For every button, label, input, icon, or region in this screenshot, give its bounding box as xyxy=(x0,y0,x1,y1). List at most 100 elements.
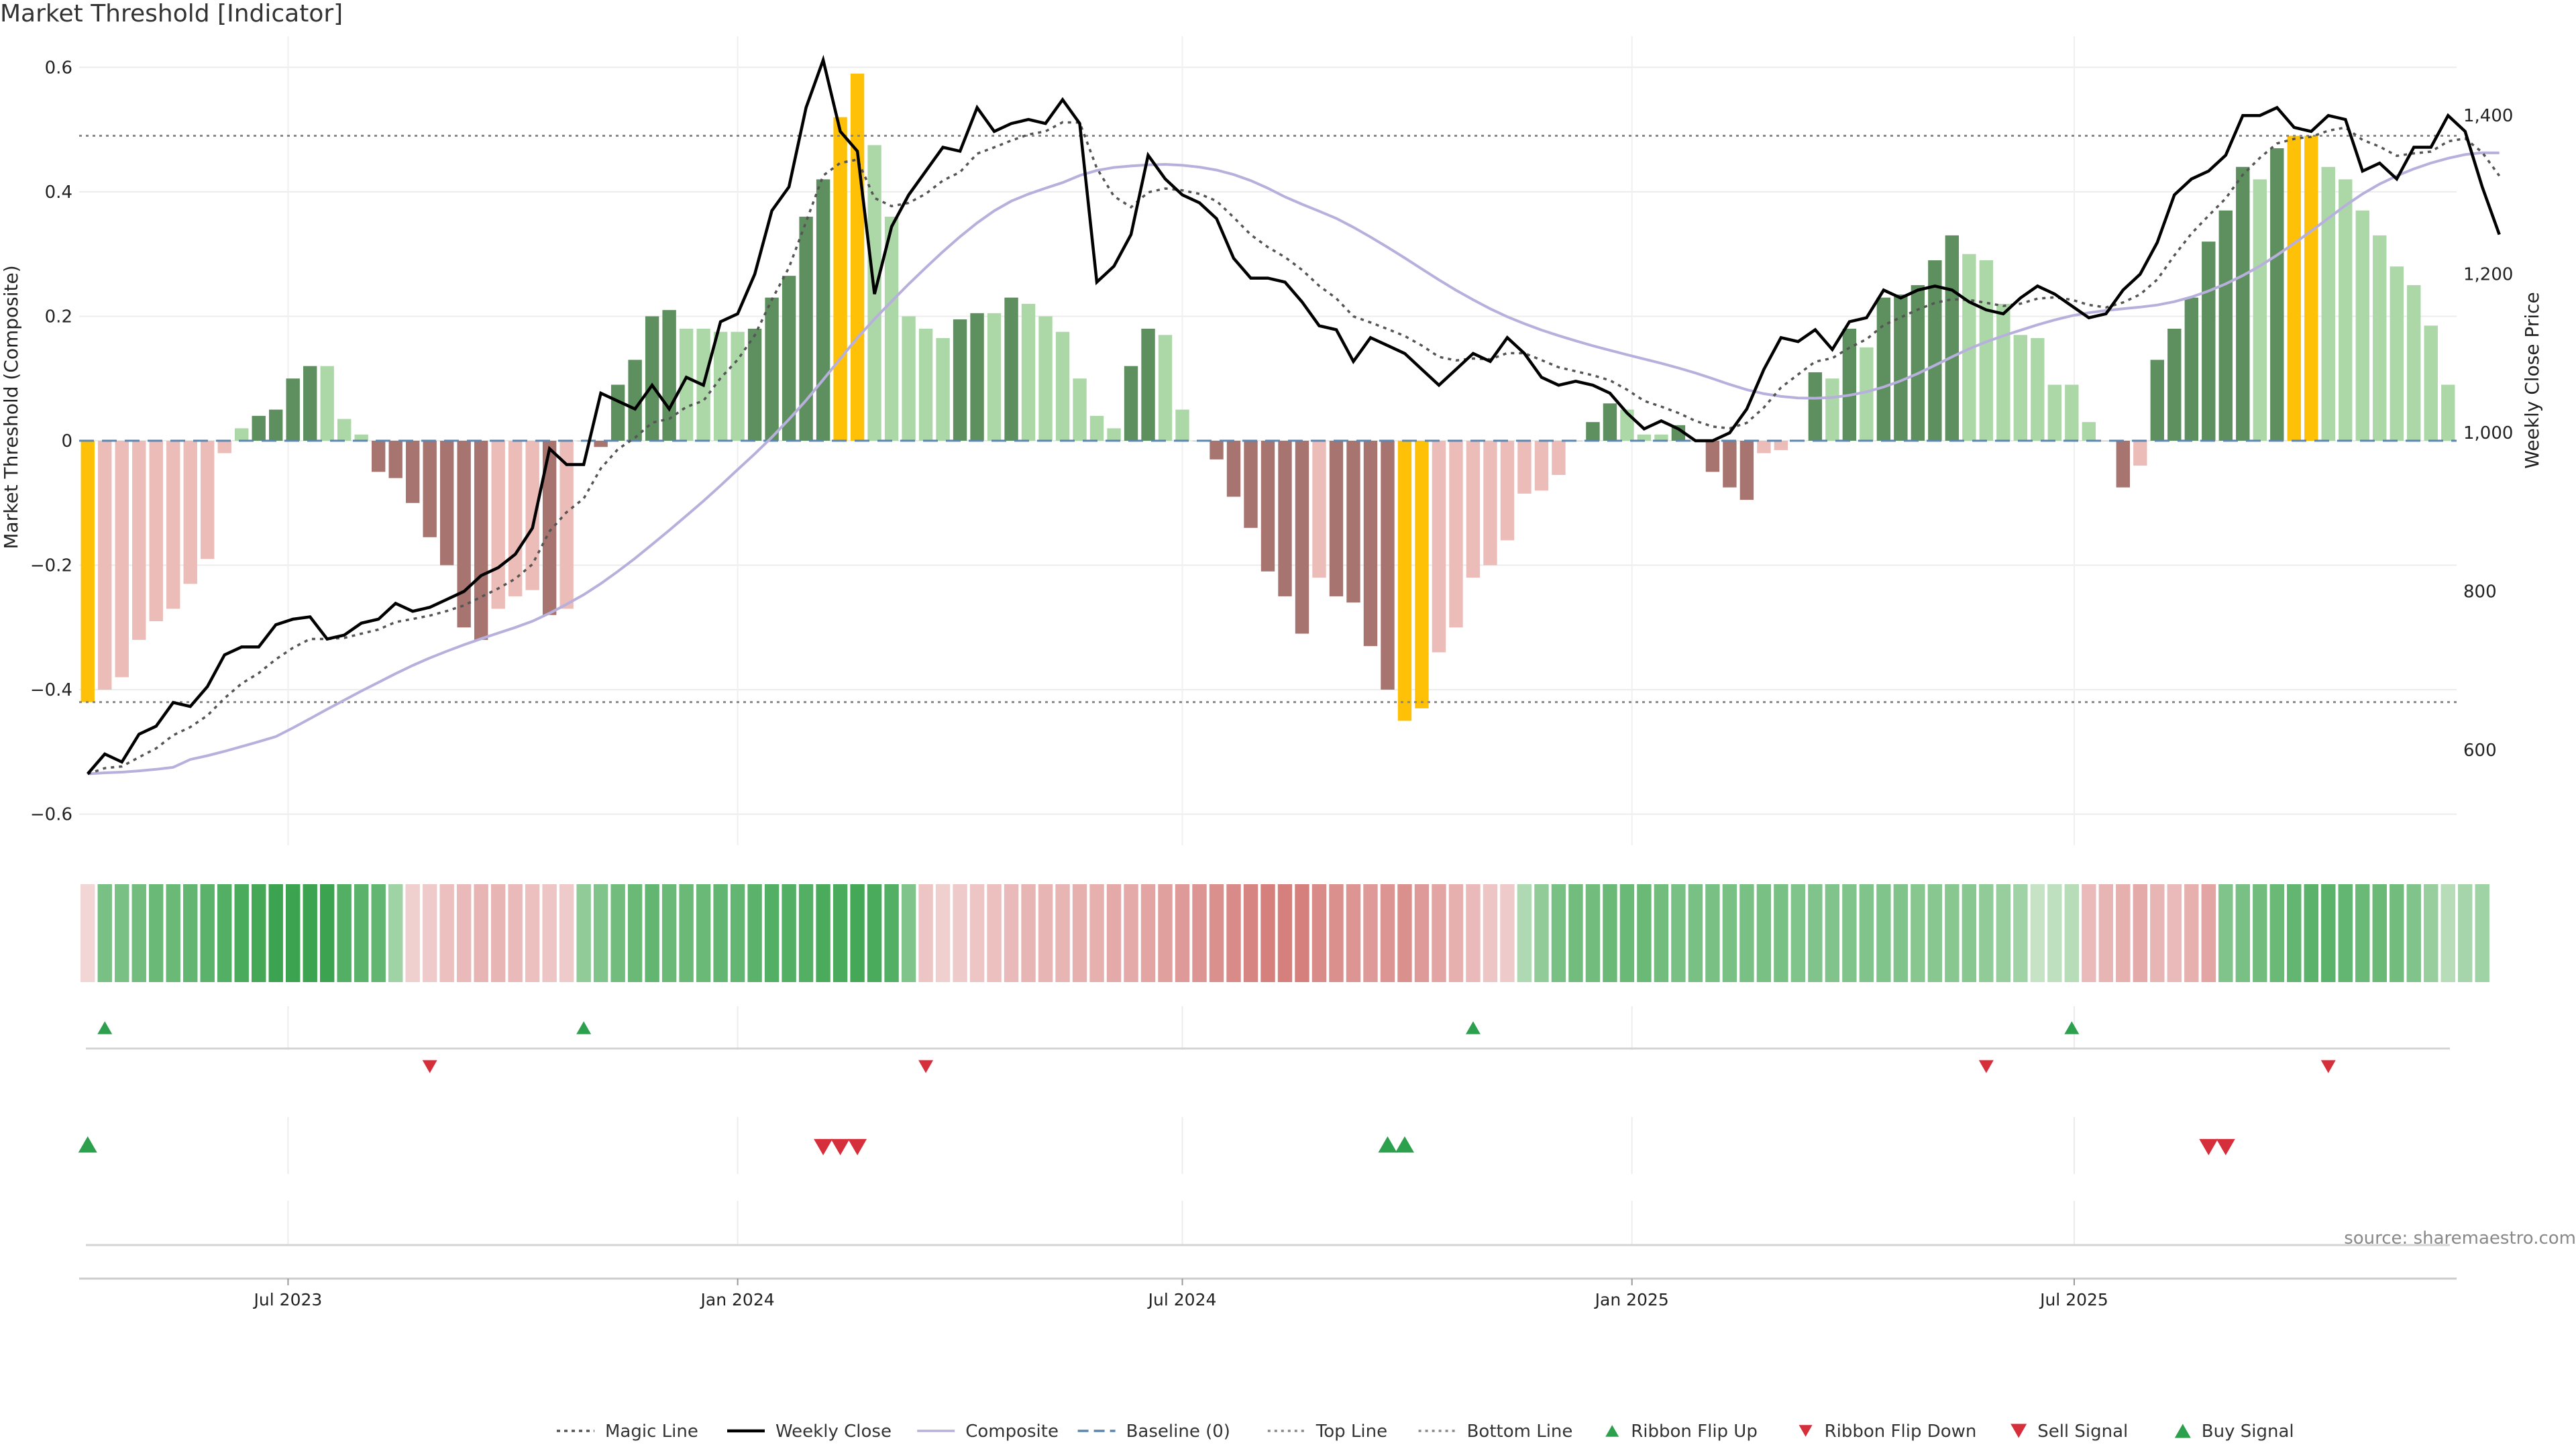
ribbon-cell xyxy=(2133,884,2148,982)
legend-item-ribbon-flip-up: Ribbon Flip Up xyxy=(1605,1421,1758,1442)
ribbon-cell xyxy=(1175,884,1190,982)
ribbon-cell xyxy=(1089,884,1104,982)
ribbon-cell xyxy=(1329,884,1344,982)
ribbon-cell xyxy=(166,884,180,982)
ribbon-cell xyxy=(1500,884,1515,982)
x-tick-label: Jul 2025 xyxy=(2039,1290,2108,1309)
ribbon-flip-up-marker xyxy=(576,1021,592,1034)
legend-label: Magic Line xyxy=(605,1421,698,1442)
legend-item-bottom-line: Bottom Line xyxy=(1418,1421,1572,1442)
x-tick-label: Jul 2023 xyxy=(253,1290,323,1309)
legend-label: Baseline (0) xyxy=(1126,1421,1230,1442)
composite-bar xyxy=(1295,441,1309,634)
legend-swatch-marker xyxy=(2010,1424,2027,1438)
ribbon-cell xyxy=(2304,884,2318,982)
composite-bar xyxy=(115,441,129,678)
composite-bar xyxy=(371,441,386,472)
composite-bar xyxy=(1381,441,1395,690)
composite-bar xyxy=(217,441,231,453)
composite-bar xyxy=(2202,241,2216,441)
composite-bar xyxy=(98,441,112,690)
composite-bar xyxy=(2321,166,2335,441)
ribbon-cell xyxy=(2372,884,2387,982)
composite-bar xyxy=(2031,337,2045,441)
ribbon-cell xyxy=(901,884,916,982)
composite-bar xyxy=(1739,441,1754,500)
ribbon-cell xyxy=(2098,884,2114,982)
x-tick-label: Jul 2024 xyxy=(1147,1290,1217,1309)
ribbon-cell xyxy=(1192,884,1207,982)
ribbon-cell xyxy=(679,884,694,982)
composite-bar xyxy=(662,310,676,441)
composite-bar xyxy=(1534,441,1549,491)
ribbon-cell xyxy=(1346,884,1361,982)
composite-bar xyxy=(2287,136,2301,441)
legend-label: Weekly Close xyxy=(775,1421,892,1442)
composite-bar xyxy=(1089,415,1104,441)
composite-bar xyxy=(1517,441,1532,494)
composite-bar xyxy=(1928,260,1942,441)
ribbon-cell xyxy=(2116,884,2131,982)
composite-bar xyxy=(1175,409,1189,441)
composite-bar xyxy=(918,329,933,441)
ribbon-cell xyxy=(730,884,745,982)
ribbon-cell xyxy=(303,884,317,982)
ribbon-cell xyxy=(627,884,643,982)
composite-bar xyxy=(1723,441,1737,488)
legend-swatch-marker xyxy=(1605,1425,1619,1437)
legend-item-weekly-close: Weekly Close xyxy=(727,1421,892,1442)
ribbon-cell xyxy=(80,884,95,982)
composite-bar xyxy=(2407,285,2421,441)
ribbon-cell xyxy=(1979,884,1994,982)
ribbon-cell xyxy=(1808,884,1823,982)
ribbon-cell xyxy=(918,884,933,982)
composite-bar xyxy=(269,409,283,441)
composite-bar xyxy=(303,366,317,441)
composite-bar xyxy=(149,441,163,622)
ribbon-cell xyxy=(337,884,352,982)
ribbon-cell xyxy=(2390,884,2404,982)
ribbon-cell xyxy=(1106,884,1122,982)
composite-bar xyxy=(1654,434,1668,441)
composite-bar xyxy=(1860,347,1874,441)
legend-swatch-marker xyxy=(2174,1424,2191,1438)
x-tick-label: Jan 2024 xyxy=(700,1290,775,1309)
ribbon-cell xyxy=(1756,884,1772,982)
ribbon-cell xyxy=(747,884,762,982)
composite-bar xyxy=(799,217,813,441)
sell-signal-marker xyxy=(830,1138,850,1156)
composite-bar xyxy=(2270,148,2284,441)
ribbon-cell xyxy=(2424,884,2438,982)
composite-bar xyxy=(388,441,402,478)
legend-label: Buy Signal xyxy=(2202,1421,2294,1442)
ribbon-cell xyxy=(1038,884,1053,982)
ribbon-cell xyxy=(1603,884,1617,982)
ribbon-cell xyxy=(1414,884,1430,982)
ribbon-cell xyxy=(490,884,506,982)
ribbon-cell xyxy=(1671,884,1686,982)
composite-bar xyxy=(286,378,300,441)
composite-bar xyxy=(1911,285,1925,441)
ribbon-cell xyxy=(474,884,488,982)
composite-bar xyxy=(1021,303,1036,441)
composite-bar xyxy=(2013,335,2028,441)
buy-signal-marker xyxy=(1378,1136,1397,1153)
composite-bar xyxy=(1552,441,1566,476)
ribbon-cell xyxy=(1739,884,1754,982)
ribbon-cell xyxy=(131,884,146,982)
ribbon-cell xyxy=(1654,884,1669,982)
composite-bar xyxy=(525,441,539,590)
ribbon-cell xyxy=(1260,884,1275,982)
ribbon-cell xyxy=(2167,884,2182,982)
ribbon-cell xyxy=(816,884,830,982)
ribbon-cell xyxy=(1534,884,1549,982)
composite-bar xyxy=(850,73,865,441)
composite-bar xyxy=(405,441,420,503)
composite-bar xyxy=(2390,266,2404,441)
sell-signal-marker xyxy=(848,1138,867,1156)
legend-label: Ribbon Flip Up xyxy=(1631,1421,1758,1442)
composite-bar xyxy=(1842,329,1857,441)
ribbon-cell xyxy=(1637,884,1652,982)
composite-bar xyxy=(1808,372,1823,441)
composite-bar xyxy=(235,428,249,441)
